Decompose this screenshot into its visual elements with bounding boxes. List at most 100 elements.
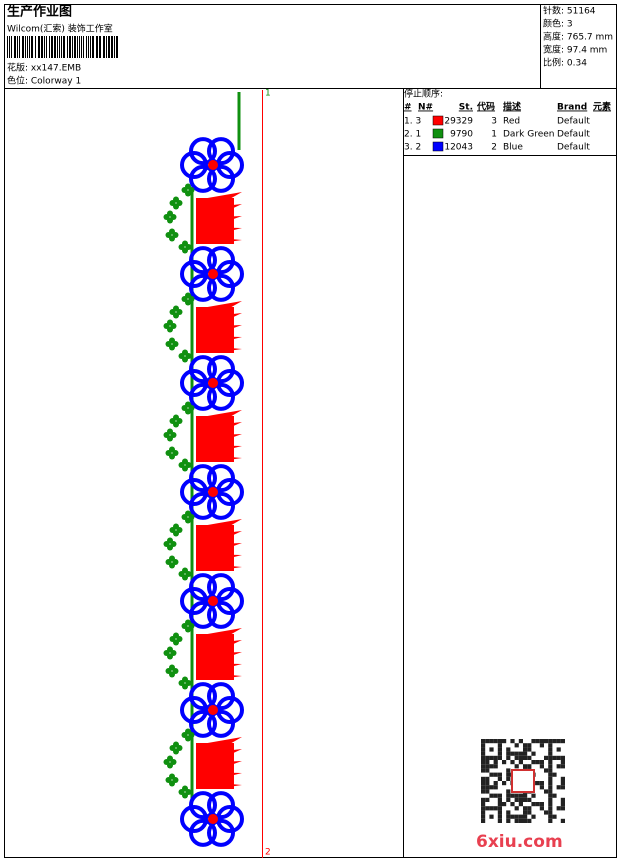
- qr-cell: [539, 743, 544, 748]
- qr-cell: [523, 810, 528, 815]
- petal: [207, 573, 235, 602]
- qr-cell: [560, 776, 565, 781]
- qr-cell: [556, 747, 561, 752]
- small-flower: [182, 240, 188, 247]
- qr-cell: [544, 755, 549, 760]
- qr-cell: [502, 739, 507, 744]
- bar-line: [22, 36, 24, 58]
- end-marker: 2: [265, 848, 271, 858]
- qr-cell: [548, 776, 553, 781]
- qr-cell: [518, 802, 523, 807]
- bar-line: [35, 36, 36, 58]
- qr-cell: [548, 747, 553, 752]
- color-swatch: [432, 115, 444, 126]
- petal: [207, 164, 235, 193]
- qr-cell: [510, 814, 515, 819]
- petal: [207, 709, 235, 738]
- small-flower: [185, 292, 191, 299]
- qr-cell: [518, 760, 523, 765]
- qr-cell: [548, 781, 553, 786]
- qr-cell: [481, 760, 486, 765]
- small-flower: [167, 428, 173, 435]
- qr-cell: [489, 772, 494, 777]
- petal: [180, 478, 208, 506]
- small-flower: [185, 510, 191, 517]
- bar-line: [106, 36, 107, 58]
- qr-cell: [497, 802, 502, 807]
- qr-cell: [514, 743, 519, 748]
- qr-cell: [552, 814, 557, 819]
- small-flower: [169, 337, 175, 344]
- bar-line: [77, 36, 78, 58]
- qr-cell: [502, 802, 507, 807]
- qr-cell: [514, 818, 519, 823]
- qr-cell: [539, 764, 544, 769]
- flower-center: [208, 705, 218, 715]
- bar-line: [69, 36, 71, 58]
- qr-cell: [489, 755, 494, 760]
- qr-cell: [497, 772, 502, 777]
- qr-cell: [523, 818, 528, 823]
- petal: [189, 491, 217, 520]
- small-flower: [167, 755, 173, 762]
- qr-cell: [539, 802, 544, 807]
- small-flower: [173, 414, 179, 421]
- description: Red: [503, 117, 520, 127]
- bar-line: [51, 36, 53, 58]
- bar-line: [92, 36, 94, 58]
- qr-cell: [510, 802, 515, 807]
- bar-line: [74, 36, 76, 58]
- qr-cell: [485, 768, 490, 773]
- embroidery-design: [163, 137, 244, 847]
- qr-cell: [556, 806, 561, 811]
- bar-line: [19, 36, 20, 58]
- bar-line: [96, 36, 98, 58]
- qr-cell: [548, 814, 553, 819]
- qr-cell: [548, 739, 553, 744]
- qr-cell: [497, 739, 502, 744]
- petal: [189, 682, 217, 711]
- leaf-body: [196, 525, 234, 571]
- qr-cell: [560, 764, 565, 769]
- bar-line: [44, 36, 45, 58]
- flower-center: [208, 487, 218, 497]
- brand: Default: [557, 130, 590, 140]
- stat: 针数: 51164: [543, 5, 596, 17]
- design-file: 花版: xx147.EMB: [7, 62, 81, 74]
- leaf-body: [196, 307, 234, 353]
- qr-cell: [539, 781, 544, 786]
- qr-cell: [481, 764, 486, 769]
- qr-cell: [518, 793, 523, 798]
- qr-cell: [485, 760, 490, 765]
- bar-line: [59, 36, 60, 58]
- qr-cell: [493, 772, 498, 777]
- qr-cell: [506, 797, 511, 802]
- flower-center: [208, 596, 218, 606]
- qr-cell: [514, 797, 519, 802]
- qr-cell: [506, 768, 511, 773]
- qr-cell: [518, 818, 523, 823]
- qr-cell: [493, 806, 498, 811]
- qr-cell: [560, 785, 565, 790]
- small-flower: [182, 676, 188, 683]
- qr-cell: [493, 764, 498, 769]
- small-flower: [185, 183, 191, 190]
- petal: [189, 137, 217, 166]
- qr-cell: [560, 739, 565, 744]
- qr-cell: [514, 793, 519, 798]
- qr-cell: [535, 739, 540, 744]
- bar-line: [54, 36, 56, 58]
- flower-center: [208, 378, 218, 388]
- qr-cell: [531, 760, 536, 765]
- column-header: 元素: [593, 101, 611, 113]
- qr-cell: [560, 818, 565, 823]
- qr-cell: [514, 751, 519, 756]
- brand: Default: [557, 117, 590, 127]
- qr-cell: [497, 755, 502, 760]
- color-swatch: [432, 128, 444, 139]
- qr-cell: [481, 776, 486, 781]
- qr-cell: [506, 751, 511, 756]
- colorway: 色位: Colorway 1: [7, 75, 81, 87]
- qr-cell: [485, 789, 490, 794]
- watermark: 6xiu.com: [476, 832, 563, 852]
